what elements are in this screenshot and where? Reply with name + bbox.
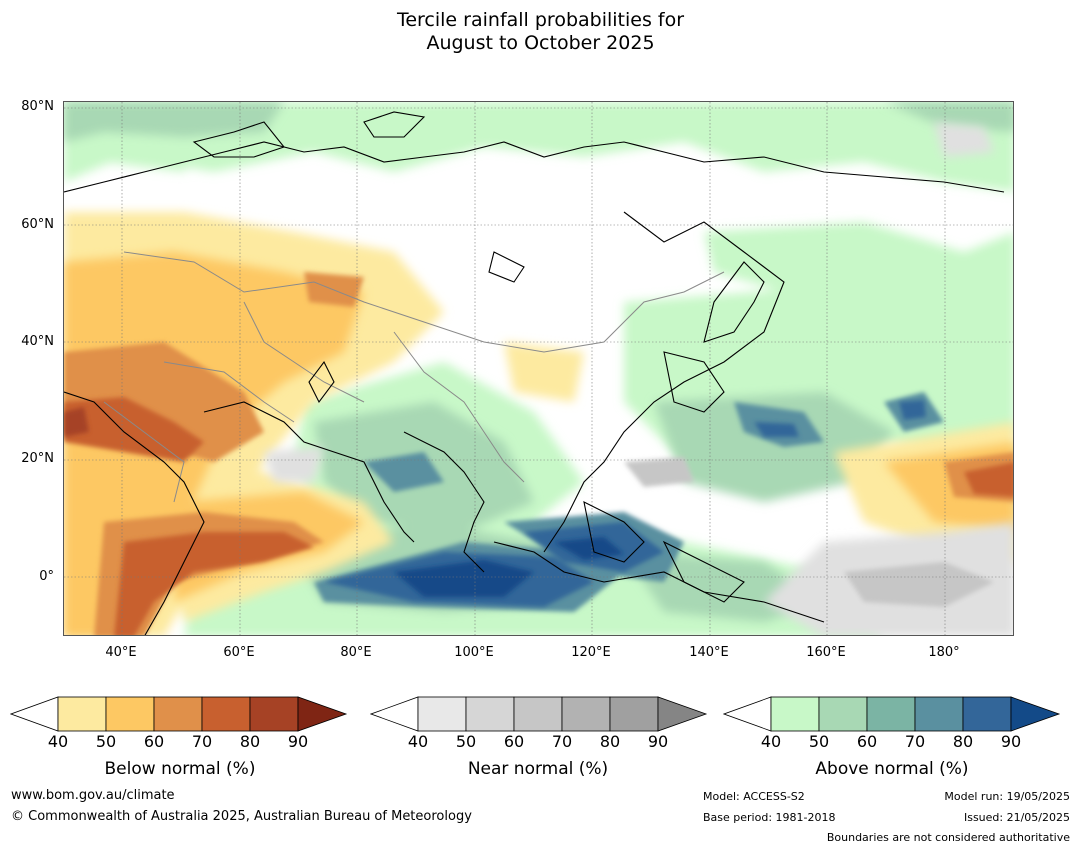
lon-label-140e: 140°E: [689, 645, 729, 660]
colorbar-above-normal: [723, 696, 1061, 732]
lat-label-20n: 20°N: [21, 451, 54, 466]
lat-label-40n: 40°N: [21, 334, 54, 349]
colorbar-above-high-extension: [1010, 696, 1061, 732]
colorbar-near-label: Near normal (%): [467, 759, 609, 779]
lon-label-120e: 120°E: [571, 645, 611, 660]
colorbar-near-segment: [465, 696, 515, 732]
colorbar-below-tick: 50: [95, 732, 117, 751]
colorbar-above-tick: 70: [904, 732, 926, 751]
colorbar-above-label: Above normal (%): [815, 759, 969, 779]
colorbar-below-tick: 80: [239, 732, 261, 751]
lon-label-80e: 80°E: [340, 645, 372, 660]
colorbar-near-tick: 70: [551, 732, 573, 751]
colorbar-near-segment: [609, 696, 659, 732]
colorbar-near-tick: 60: [503, 732, 525, 751]
lon-label-160e: 160°E: [806, 645, 846, 660]
colorbar-near-tick: 50: [455, 732, 477, 751]
colorbar-above-low-extension: [723, 696, 772, 732]
colorbar-above-segment: [962, 696, 1012, 732]
colorbar-below-tick: 60: [143, 732, 165, 751]
copyright-text: © Commonwealth of Australia 2025, Austra…: [11, 809, 472, 824]
colorbar-below-tick: 70: [191, 732, 213, 751]
graticule: [64, 102, 1013, 635]
colorbar-near-tick: 80: [599, 732, 621, 751]
lon-label-100e: 100°E: [454, 645, 494, 660]
colorbar-above-segment: [770, 696, 820, 732]
coastlines: [64, 111, 1005, 635]
colorbar-above-segment: [866, 696, 916, 732]
colorbar-above-tick: 80: [952, 732, 974, 751]
colorbar-below-segment: [57, 696, 107, 732]
colorbar-near-tick: 90: [647, 732, 669, 751]
colorbar-near-tick: 40: [407, 732, 429, 751]
colorbar-below-tick: 40: [47, 732, 69, 751]
colorbar-above-segment: [914, 696, 964, 732]
colorbar-near-segment: [513, 696, 563, 732]
colorbar-below-segment: [201, 696, 251, 732]
colorbar-near-normal: [370, 696, 708, 732]
colorbar-below-segment: [249, 696, 299, 732]
colorbar-above-tick: 90: [1000, 732, 1022, 751]
title-line-1: Tercile rainfall probabilities for: [396, 9, 685, 31]
probability-field: [64, 102, 1013, 635]
colorbar-above-tick: 60: [856, 732, 878, 751]
colorbar-near-high-extension: [657, 696, 708, 732]
colorbar-below-segment: [105, 696, 155, 732]
colorbar-above-tick: 40: [760, 732, 782, 751]
colorbar-below-segment: [153, 696, 203, 732]
disclaimer-text: Boundaries are not considered authoritat…: [826, 831, 1070, 844]
map-canvas: [64, 102, 1013, 635]
chart-title: Tercile rainfall probabilities for Augus…: [0, 9, 1081, 55]
colorbar-below-label: Below normal (%): [104, 759, 256, 779]
lat-label-80n: 80°N: [21, 99, 54, 114]
model-text: Model: ACCESS-S2: [703, 790, 805, 803]
model-run-text: Model run: 19/05/2025: [944, 790, 1070, 803]
lat-label-60n: 60°N: [21, 217, 54, 232]
issued-text: Issued: 21/05/2025: [963, 811, 1070, 824]
base-period-text: Base period: 1981-2018: [703, 811, 836, 824]
colorbar-near-low-extension: [370, 696, 419, 732]
lon-label-40e: 40°E: [105, 645, 137, 660]
colorbar-below-normal: [10, 696, 348, 732]
lat-label-0: 0°: [39, 569, 54, 584]
colorbar-above-tick: 50: [808, 732, 830, 751]
colorbar-below-low-extension: [10, 696, 59, 732]
colorbar-below-high-extension: [297, 696, 348, 732]
country-boundaries: [103, 251, 725, 503]
lon-label-180: 180°: [928, 645, 960, 660]
website-text: www.bom.gov.au/climate: [11, 788, 175, 803]
colorbar-near-segment: [561, 696, 611, 732]
colorbar-below-tick: 90: [287, 732, 309, 751]
probability-map: [63, 101, 1014, 636]
lon-label-60e: 60°E: [223, 645, 255, 660]
title-line-2: August to October 2025: [426, 32, 655, 54]
colorbar-near-segment: [417, 696, 467, 732]
colorbar-above-segment: [818, 696, 868, 732]
